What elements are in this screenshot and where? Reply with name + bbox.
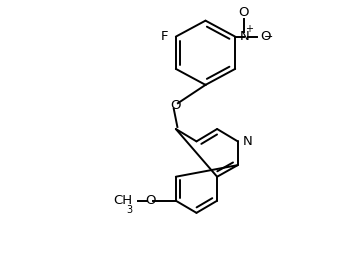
Text: +: + bbox=[245, 24, 253, 34]
Text: F: F bbox=[161, 30, 169, 43]
Text: N: N bbox=[243, 135, 252, 148]
Text: O: O bbox=[145, 194, 155, 207]
Text: O: O bbox=[239, 6, 249, 19]
Text: CH: CH bbox=[113, 194, 132, 207]
Text: O: O bbox=[171, 99, 181, 112]
Text: O: O bbox=[261, 30, 271, 43]
Text: −: − bbox=[264, 32, 273, 42]
Text: 3: 3 bbox=[126, 205, 132, 215]
Text: N: N bbox=[239, 30, 249, 43]
